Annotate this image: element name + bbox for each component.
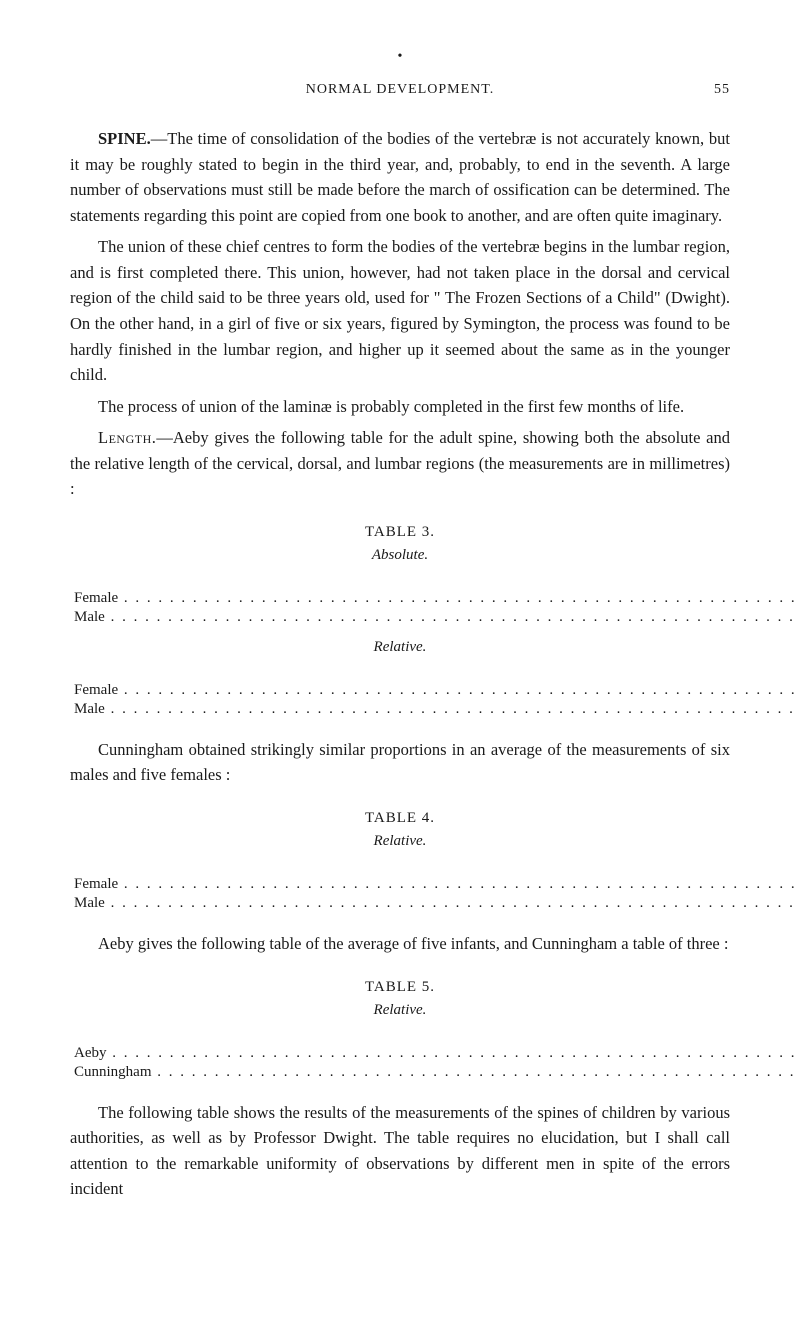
- top-ornament-dot: •: [70, 50, 730, 64]
- table-row: Male 129.9 + 273.4 + 184.1 = 587.4: [70, 608, 800, 627]
- para-cunningham: Cunningham obtained strikingly similar p…: [70, 737, 730, 788]
- para-length-body: —Aeby gives the following table for the …: [70, 428, 730, 498]
- table3-rel-subtitle: Relative.: [70, 639, 730, 656]
- leader-dots: [105, 609, 800, 625]
- para-laminae: The process of union of the laminæ is pr…: [70, 394, 730, 420]
- table-row: Aeby 25.6 47.5 26.8: [70, 1044, 800, 1063]
- table3-absolute: Cervical. Dorsal. Lumbar. Female 122.9 +…: [70, 572, 800, 627]
- running-spacer: [70, 82, 110, 98]
- leader-dots: [118, 590, 800, 606]
- row-label: Female: [74, 682, 118, 698]
- table-header-row: Cervical. Dorsal. Lumbar.: [70, 572, 800, 589]
- table4-subtitle: Relative.: [70, 833, 730, 850]
- running-head: NORMAL DEVELOPMENT. 55: [70, 82, 730, 98]
- leader-dots: [105, 895, 800, 911]
- page-number: 55: [690, 82, 730, 98]
- row-label: Female: [74, 590, 118, 606]
- table-row: Cunningham 25.1 48.5 26.4: [70, 1063, 800, 1082]
- row-label: Male: [74, 609, 105, 625]
- table-header-row: Cervical. Dorsal. Lumbar.: [70, 1027, 800, 1044]
- leader-dots: [118, 876, 800, 892]
- row-label: Cunningham: [74, 1064, 152, 1080]
- table4-title: TABLE 4.: [70, 810, 730, 827]
- table-row: Female 21.6 45.8 32.8: [70, 875, 800, 894]
- row-label: Female: [74, 876, 118, 892]
- spine-heading: SPINE.: [98, 129, 151, 148]
- leader-dots: [118, 682, 800, 698]
- leader-dots: [105, 701, 800, 717]
- para-length: Length.—Aeby gives the following table f…: [70, 425, 730, 502]
- para-spine: SPINE.—The time of consolidation of the …: [70, 126, 730, 228]
- para-union-bodies: The union of these chief centres to form…: [70, 234, 730, 387]
- table5: Cervical. Dorsal. Lumbar. Aeby 25.6 47.5…: [70, 1027, 800, 1082]
- row-label: Male: [74, 701, 105, 717]
- table5-title: TABLE 5.: [70, 979, 730, 996]
- table-row: Male 21.8 46.5 31.7: [70, 894, 800, 913]
- table4: Cervical. Dorsal. Lumbar. Female 21.6 45…: [70, 858, 800, 913]
- row-label: Male: [74, 895, 105, 911]
- para-aeby-infants: Aeby gives the following table of the av…: [70, 931, 730, 957]
- table3-relative: Cervical. Dorsal. Lumbar. Female 21.12 4…: [70, 664, 800, 719]
- table-row: Female 21.12 45 7 32.8: [70, 681, 800, 700]
- leader-dots: [107, 1045, 800, 1061]
- table3-abs-subtitle: Absolute.: [70, 547, 730, 564]
- table5-subtitle: Relative.: [70, 1002, 730, 1019]
- para-spine-body: —The time of consolidation of the bodies…: [70, 129, 730, 225]
- table-row: Female 122.9 + 265.8 + 190.3 = 579: [70, 589, 800, 608]
- leader-dots: [152, 1064, 800, 1080]
- running-title: NORMAL DEVELOPMENT.: [110, 82, 690, 98]
- para-closing: The following table shows the results of…: [70, 1100, 730, 1202]
- page: • NORMAL DEVELOPMENT. 55 SPINE.—The time…: [0, 0, 800, 1268]
- table-header-row: Cervical. Dorsal. Lumbar.: [70, 664, 800, 681]
- table-row: Male 22.1 46.6 31.3: [70, 700, 800, 719]
- length-heading: Length.: [98, 428, 156, 447]
- row-label: Aeby: [74, 1045, 107, 1061]
- table-header-row: Cervical. Dorsal. Lumbar.: [70, 858, 800, 875]
- table3-title: TABLE 3.: [70, 524, 730, 541]
